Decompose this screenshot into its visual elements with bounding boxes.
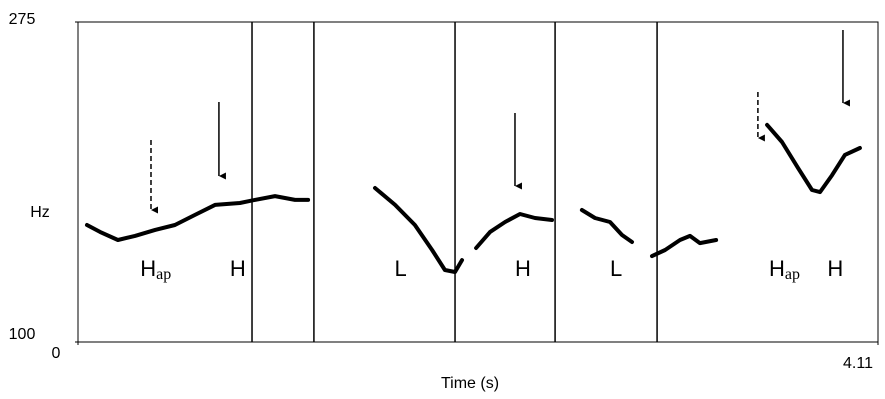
tone-letter: L	[394, 256, 406, 281]
tone-letter: H	[140, 256, 156, 281]
pitch-contour	[85, 122, 862, 274]
tone-letter: L	[610, 256, 622, 281]
tone-label: Hap	[140, 256, 171, 283]
y-tick-label: 275	[9, 11, 36, 28]
tone-label: Hap	[769, 256, 800, 283]
x-axis-label: Time (s)	[441, 375, 499, 392]
x-tick-label: 0	[52, 345, 61, 362]
tone-letter: H	[769, 256, 785, 281]
y-axis-label: Hz	[30, 204, 50, 221]
tone-label: H	[230, 256, 246, 281]
tone-letter: H	[515, 256, 531, 281]
tone-letter: H	[230, 256, 246, 281]
tone-label: L	[394, 256, 406, 281]
plot-frame	[77, 21, 879, 343]
tone-label: H	[515, 256, 531, 281]
y-tick-label: 100	[9, 326, 36, 343]
tone-subscript: ap	[785, 266, 800, 283]
tone-label: H	[827, 256, 843, 281]
x-tick-label: 4.11	[843, 355, 873, 372]
tone-letter: H	[827, 256, 843, 281]
tone-label: L	[610, 256, 622, 281]
tone-subscript: ap	[156, 266, 171, 283]
